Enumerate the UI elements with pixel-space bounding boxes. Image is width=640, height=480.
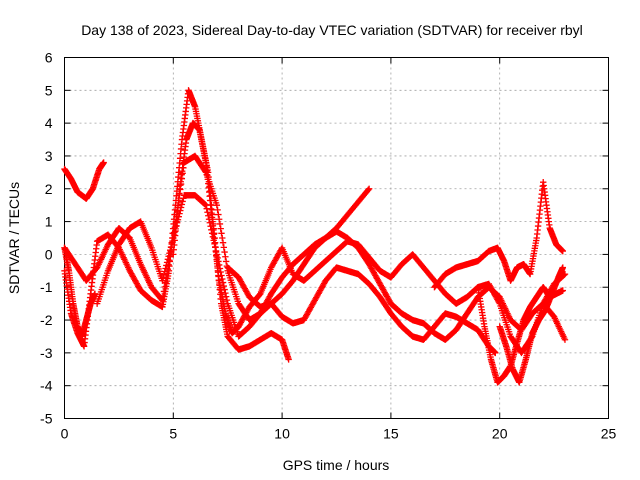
data-point: [178, 201, 186, 208]
data-point: [214, 206, 221, 214]
data-point: [161, 268, 168, 275]
data-point: [204, 209, 211, 216]
x-tick-label: 20: [492, 426, 508, 442]
y-tick-label: -1: [40, 279, 53, 295]
data-point: [218, 230, 225, 237]
y-tick-label: 1: [45, 214, 53, 230]
data-point: [213, 201, 221, 209]
data-point: [179, 198, 186, 205]
data-point: [158, 296, 165, 303]
y-tick-label: 3: [45, 148, 53, 164]
series-track-8: [431, 179, 567, 291]
data-point: [100, 159, 107, 166]
data-point: [559, 247, 567, 255]
plot-frame: [64, 57, 609, 419]
y-tick-label: -3: [40, 345, 53, 361]
x-tick-label: 0: [61, 426, 69, 442]
series-track-1: [61, 159, 107, 202]
data-point: [222, 289, 229, 297]
y-tick-label: 2: [45, 181, 53, 197]
series-track-9: [474, 284, 567, 386]
data-point: [165, 253, 172, 260]
data-point: [222, 253, 229, 260]
y-tick-label: -5: [40, 411, 53, 427]
data-point: [216, 220, 224, 228]
x-tick-labels: 0 5 10 15 20 25: [61, 426, 617, 442]
data-point: [163, 259, 171, 266]
data-point: [559, 264, 567, 271]
data-point: [365, 185, 373, 192]
data-point: [162, 265, 169, 272]
data-point: [201, 201, 209, 208]
data-point: [166, 250, 173, 257]
data-point: [159, 297, 166, 304]
data-point: [223, 296, 231, 304]
y-tick-label: 0: [45, 246, 53, 262]
data-point: [159, 292, 167, 300]
y-tick-labels: -5 -4 -3 -2 -1 0 1 2 3 4 5 6: [40, 50, 53, 427]
series-track-10: [496, 264, 567, 386]
x-tick-label: 25: [601, 426, 617, 442]
y-tick-label: 6: [45, 50, 53, 66]
y-tick-label: 5: [45, 82, 53, 98]
data-point: [285, 356, 292, 363]
data-point: [222, 258, 230, 265]
data-point: [221, 248, 228, 256]
data-point: [559, 287, 567, 294]
y-tick-label: -2: [40, 312, 53, 328]
data-point: [220, 282, 228, 290]
data-point: [160, 288, 168, 295]
data-point: [160, 271, 168, 278]
data-point: [365, 186, 372, 193]
x-axis-label: GPS time / hours: [283, 457, 390, 473]
x-tick-label: 5: [169, 426, 177, 442]
data-point: [205, 212, 212, 219]
y-axis-label: SDTVAR / TECUs: [6, 182, 22, 294]
data-point: [561, 336, 569, 343]
data-point: [164, 256, 172, 263]
y-tick-label: 4: [45, 115, 53, 131]
data-point: [161, 283, 168, 291]
data-point: [218, 272, 225, 279]
chart-title: Day 138 of 2023, Sidereal Day-to-day VTE…: [81, 22, 583, 38]
series-layer: [61, 87, 569, 386]
data-point: [219, 275, 226, 283]
y-tick-label: -4: [40, 378, 53, 394]
data-point: [217, 225, 224, 232]
data-point: [215, 211, 222, 218]
data-point: [492, 349, 499, 357]
data-point: [495, 299, 503, 306]
data-point: [163, 262, 170, 269]
data-point: [159, 277, 166, 284]
data-point: [159, 274, 167, 281]
data-point: [219, 234, 226, 242]
x-tick-label: 15: [383, 426, 399, 442]
data-point: [170, 231, 178, 239]
x-tick-label: 10: [274, 426, 290, 442]
data-point: [215, 216, 223, 223]
data-point: [219, 239, 227, 246]
data-point: [220, 244, 228, 251]
